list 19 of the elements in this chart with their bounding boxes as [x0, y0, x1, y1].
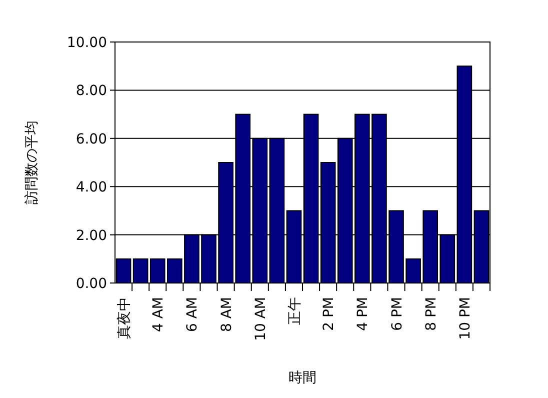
x-tick-label: 正午 [286, 297, 303, 325]
x-tick-label: 8 AM [218, 297, 235, 332]
x-tick-label: 2 PM [321, 297, 338, 331]
y-tick-label: 6.00 [76, 131, 107, 148]
x-tick-label: 10 PM [457, 297, 474, 340]
y-tick-label: 4.00 [76, 180, 107, 196]
y-tick-label: 0.00 [76, 276, 107, 292]
x-tick-label: 4 AM [150, 297, 167, 332]
y-tick-label: 2.00 [76, 228, 107, 244]
x-tick-label: 4 PM [355, 297, 372, 331]
x-axis-title: 時間 [288, 370, 316, 386]
x-tick-label: 10 AM [252, 297, 269, 341]
x-tick-label: 8 PM [423, 297, 440, 331]
y-axis-title: 訪問数の平均 [24, 120, 40, 204]
x-tick-label: 6 AM [184, 297, 201, 332]
y-tick-label: 8.00 [76, 83, 107, 100]
x-tick-label: 真夜中 [116, 297, 133, 339]
x-tick-label: 6 PM [389, 297, 406, 331]
y-tick-label: 10.00 [66, 35, 107, 51]
